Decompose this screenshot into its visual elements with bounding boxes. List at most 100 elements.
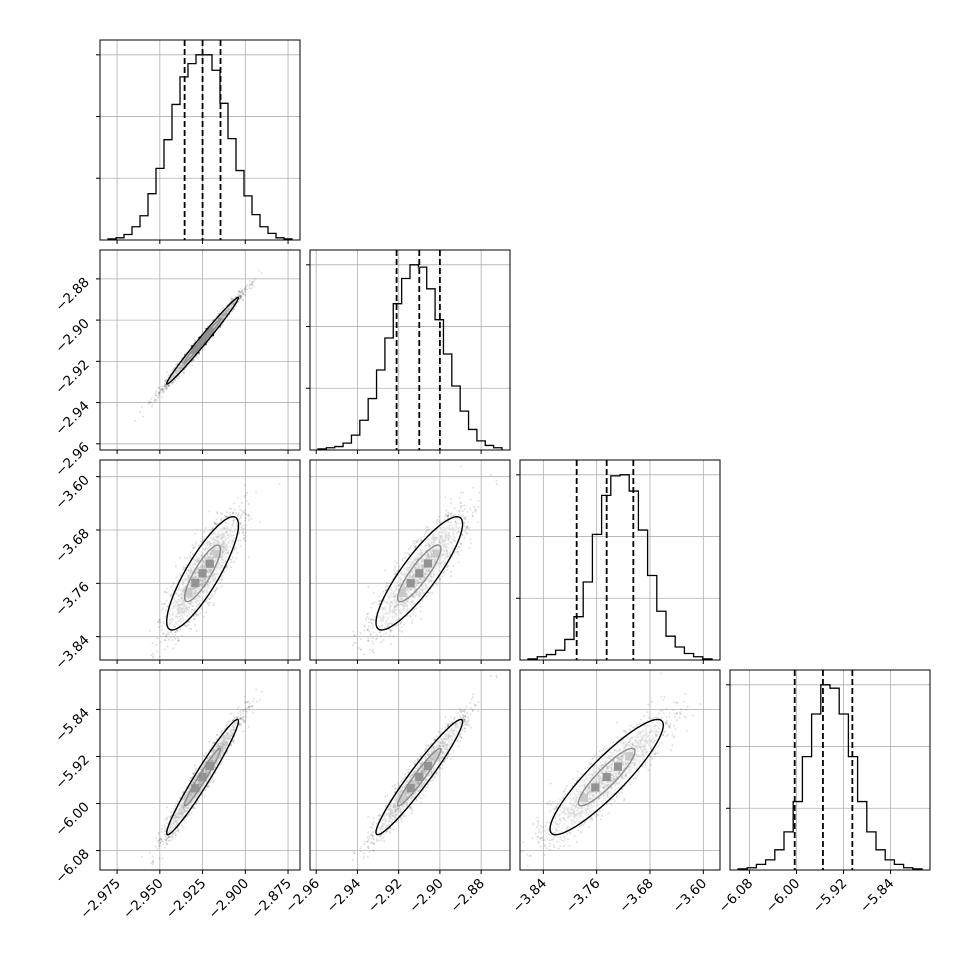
sample-point: [208, 597, 211, 600]
sample-point: [243, 519, 246, 522]
sample-point: [204, 527, 207, 530]
sample-point: [165, 378, 168, 381]
sample-point: [453, 507, 456, 510]
sample-point: [194, 624, 197, 627]
sample-point: [148, 629, 151, 632]
sample-point: [225, 515, 228, 518]
sample-point: [389, 629, 392, 632]
sample-point: [237, 512, 240, 515]
sample-point: [157, 620, 160, 623]
sample-point: [239, 296, 242, 299]
sample-point: [177, 579, 180, 582]
sample-point: [251, 282, 254, 285]
sample-point: [160, 396, 163, 399]
sample-point: [219, 518, 222, 521]
sample-point: [244, 513, 247, 516]
sample-point: [162, 632, 165, 635]
panel-0-0: [96, 39, 301, 244]
sample-point: [252, 280, 255, 283]
sample-point: [162, 384, 165, 387]
sample-point: [236, 496, 239, 499]
sample-point: [161, 388, 164, 391]
sample-point: [397, 623, 400, 626]
sample-point: [194, 340, 197, 343]
sample-point: [220, 517, 223, 520]
sample-point: [224, 566, 227, 569]
sample-point: [139, 410, 142, 413]
sample-point: [183, 557, 186, 560]
sample-point: [232, 512, 235, 515]
sample-point: [231, 310, 234, 313]
sample-point: [465, 532, 468, 535]
sample-point: [167, 638, 170, 641]
sample-point: [446, 514, 449, 517]
panel-frame: [99, 459, 301, 661]
sample-point: [239, 290, 242, 293]
sample-point: [419, 538, 422, 541]
sample-point: [162, 622, 165, 625]
sample-point: [246, 288, 249, 291]
sample-point: [152, 655, 155, 658]
sample-point: [238, 526, 241, 529]
sample-point: [180, 357, 183, 360]
sample-point: [167, 385, 170, 388]
sample-point: [155, 643, 158, 646]
sample-point: [214, 589, 217, 592]
sample-point: [165, 632, 168, 635]
sample-point: [172, 381, 175, 384]
sample-point: [165, 635, 168, 638]
sample-point: [168, 384, 171, 387]
sample-point: [258, 521, 261, 524]
sample-point: [150, 405, 153, 408]
sample-point: [174, 379, 177, 382]
sample-point: [158, 621, 161, 624]
sample-point: [248, 516, 251, 519]
sample-point: [231, 297, 234, 300]
sample-point: [174, 565, 177, 568]
sample-point: [172, 589, 175, 592]
sample-point: [177, 640, 180, 643]
sample-point: [192, 546, 195, 549]
sample-point: [157, 392, 160, 395]
sample-point: [174, 631, 177, 634]
sample-point: [167, 385, 170, 388]
sample-point: [149, 401, 152, 404]
sample-point: [164, 615, 167, 618]
sample-point: [198, 544, 201, 547]
sample-point: [401, 630, 404, 633]
sample-point: [217, 312, 220, 315]
sample-point: [245, 500, 248, 503]
sample-point: [245, 531, 248, 534]
sample-point: [416, 539, 419, 542]
sample-point: [238, 505, 241, 508]
sample-point: [233, 508, 236, 511]
y-tick-label: −2.96: [52, 439, 93, 480]
sample-point: [216, 512, 219, 515]
sample-point: [244, 285, 247, 288]
sample-point: [230, 507, 233, 510]
sample-point: [243, 287, 246, 290]
sample-point: [174, 633, 177, 636]
sample-point: [247, 555, 250, 558]
sample-point: [163, 602, 166, 605]
sample-point: [232, 511, 235, 514]
sample-point: [170, 594, 173, 597]
sample-point: [247, 514, 250, 517]
sample-point: [211, 594, 214, 597]
sample-point: [155, 394, 158, 397]
panel-1-0: −2.96−2.94−2.92−2.90−2.88: [52, 249, 301, 480]
sample-point: [165, 636, 168, 639]
sample-point: [238, 522, 241, 525]
sample-point: [246, 491, 249, 494]
sample-point: [220, 577, 223, 580]
sample-point: [156, 637, 159, 640]
sample-point: [158, 618, 161, 621]
sample-point: [215, 523, 218, 526]
sample-point: [237, 301, 240, 304]
sample-point: [203, 530, 206, 533]
sample-point: [495, 479, 498, 482]
sample-point: [238, 295, 241, 298]
sample-point: [233, 548, 236, 551]
sample-point: [243, 290, 246, 293]
sample-point: [229, 511, 232, 514]
